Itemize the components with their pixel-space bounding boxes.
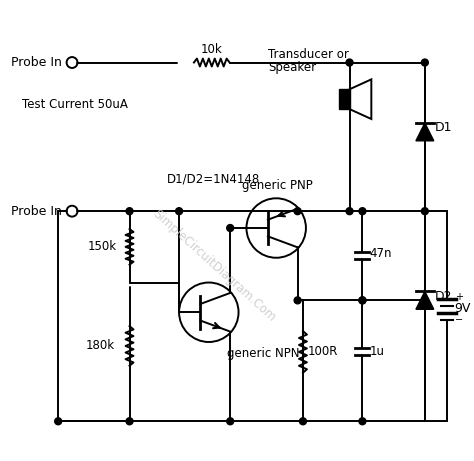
Text: +: + bbox=[455, 292, 463, 302]
Text: 1u: 1u bbox=[369, 345, 384, 358]
Circle shape bbox=[227, 225, 234, 231]
Circle shape bbox=[300, 418, 306, 425]
Circle shape bbox=[175, 208, 182, 215]
Text: −: − bbox=[455, 315, 463, 325]
Circle shape bbox=[346, 208, 353, 215]
Circle shape bbox=[421, 59, 428, 66]
Circle shape bbox=[346, 59, 353, 66]
Circle shape bbox=[227, 418, 234, 425]
Text: Speaker: Speaker bbox=[268, 61, 316, 74]
Text: 10k: 10k bbox=[201, 43, 223, 56]
Circle shape bbox=[421, 297, 428, 304]
Circle shape bbox=[359, 418, 366, 425]
Circle shape bbox=[126, 418, 133, 425]
Circle shape bbox=[126, 208, 133, 215]
Bar bbox=[338, 89, 349, 109]
Text: Test Current 50uA: Test Current 50uA bbox=[22, 98, 128, 111]
Text: Probe In: Probe In bbox=[10, 205, 62, 218]
Text: 100R: 100R bbox=[308, 345, 338, 358]
Polygon shape bbox=[416, 291, 434, 309]
Text: 180k: 180k bbox=[86, 339, 115, 353]
Text: 9V: 9V bbox=[455, 302, 471, 315]
Text: generic PNP: generic PNP bbox=[242, 179, 312, 192]
Text: 47n: 47n bbox=[369, 247, 392, 260]
Circle shape bbox=[421, 208, 428, 215]
Text: generic NPN: generic NPN bbox=[227, 348, 299, 361]
Circle shape bbox=[55, 418, 62, 425]
Polygon shape bbox=[416, 123, 434, 141]
Circle shape bbox=[359, 297, 366, 304]
Text: D1: D1 bbox=[435, 121, 452, 135]
Circle shape bbox=[359, 208, 366, 215]
Text: Transducer or: Transducer or bbox=[268, 48, 349, 61]
Text: D1/D2=1N4148: D1/D2=1N4148 bbox=[167, 173, 260, 186]
Text: SimpleCircuitDiagram.Com: SimpleCircuitDiagram.Com bbox=[150, 207, 278, 324]
Text: D2: D2 bbox=[435, 290, 452, 303]
Text: 150k: 150k bbox=[88, 240, 117, 254]
Circle shape bbox=[294, 208, 301, 215]
Circle shape bbox=[294, 297, 301, 304]
Text: Probe In: Probe In bbox=[10, 56, 62, 69]
Circle shape bbox=[359, 297, 366, 304]
